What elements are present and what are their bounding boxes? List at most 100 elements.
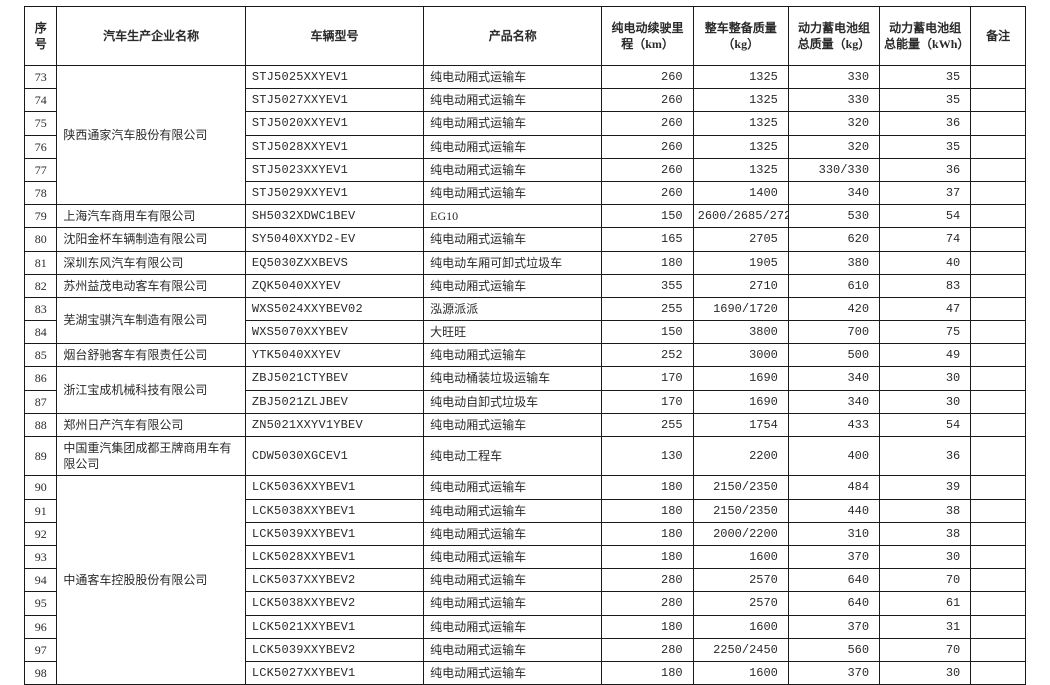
cell-battery-energy: 54 [880, 205, 971, 228]
cell-note [971, 251, 1026, 274]
cell-product: 纯电动厢式运输车 [424, 89, 602, 112]
cell-range: 252 [602, 344, 693, 367]
cell-battery-mass: 330 [788, 66, 879, 89]
cell-model: LCK5028XXYBEV1 [245, 545, 423, 568]
cell-battery-mass: 340 [788, 390, 879, 413]
cell-mass: 1905 [693, 251, 788, 274]
cell-note [971, 205, 1026, 228]
cell-note [971, 413, 1026, 436]
cell-range: 280 [602, 638, 693, 661]
cell-mass: 2150/2350 [693, 476, 788, 499]
cell-battery-mass: 560 [788, 638, 879, 661]
cell-mass: 2710 [693, 274, 788, 297]
cell-idx: 92 [25, 522, 57, 545]
cell-mass: 1754 [693, 413, 788, 436]
cell-idx: 84 [25, 321, 57, 344]
cell-range: 130 [602, 437, 693, 476]
cell-battery-mass: 440 [788, 499, 879, 522]
cell-mass: 2000/2200 [693, 522, 788, 545]
cell-note [971, 135, 1026, 158]
cell-battery-mass: 370 [788, 661, 879, 684]
cell-battery-mass: 500 [788, 344, 879, 367]
cell-manufacturer: 深圳东风汽车有限公司 [57, 251, 245, 274]
table-row: 85烟台舒驰客车有限责任公司YTK5040XXYEV纯电动厢式运输车252300… [25, 344, 1026, 367]
cell-idx: 82 [25, 274, 57, 297]
cell-mass: 2570 [693, 569, 788, 592]
cell-battery-mass: 484 [788, 476, 879, 499]
table-row: 86浙江宝成机械科技有限公司ZBJ5021CTYBEV纯电动桶装垃圾运输车170… [25, 367, 1026, 390]
cell-battery-energy: 70 [880, 638, 971, 661]
cell-range: 180 [602, 615, 693, 638]
col-idx: 序号 [25, 7, 57, 66]
cell-manufacturer: 烟台舒驰客车有限责任公司 [57, 344, 245, 367]
cell-model: LCK5038XXYBEV1 [245, 499, 423, 522]
cell-battery-mass: 420 [788, 297, 879, 320]
cell-battery-mass: 610 [788, 274, 879, 297]
cell-range: 260 [602, 181, 693, 204]
col-bmass: 动力蓄电池组总质量（kg） [788, 7, 879, 66]
cell-idx: 97 [25, 638, 57, 661]
cell-range: 355 [602, 274, 693, 297]
cell-product: 大旺旺 [424, 321, 602, 344]
cell-battery-energy: 39 [880, 476, 971, 499]
cell-battery-energy: 31 [880, 615, 971, 638]
cell-mass: 2570 [693, 592, 788, 615]
cell-idx: 88 [25, 413, 57, 436]
cell-note [971, 437, 1026, 476]
cell-range: 180 [602, 661, 693, 684]
cell-battery-mass: 320 [788, 135, 879, 158]
cell-model: ZN5021XXYV1YBEV [245, 413, 423, 436]
col-mfr: 汽车生产企业名称 [57, 7, 245, 66]
cell-product: 纯电动桶装垃圾运输车 [424, 367, 602, 390]
cell-range: 180 [602, 251, 693, 274]
cell-product: 纯电动厢式运输车 [424, 274, 602, 297]
cell-battery-energy: 30 [880, 661, 971, 684]
cell-model: LCK5021XXYBEV1 [245, 615, 423, 638]
cell-model: LCK5039XXYBEV2 [245, 638, 423, 661]
cell-note [971, 522, 1026, 545]
cell-range: 280 [602, 569, 693, 592]
cell-mass: 2200 [693, 437, 788, 476]
cell-mass: 1600 [693, 545, 788, 568]
cell-note [971, 89, 1026, 112]
cell-product: 纯电动厢式运输车 [424, 181, 602, 204]
col-note: 备注 [971, 7, 1026, 66]
cell-battery-energy: 75 [880, 321, 971, 344]
cell-product: 纯电动工程车 [424, 437, 602, 476]
cell-note [971, 66, 1026, 89]
cell-manufacturer: 上海汽车商用车有限公司 [57, 205, 245, 228]
cell-battery-energy: 35 [880, 66, 971, 89]
cell-range: 150 [602, 321, 693, 344]
cell-model: SH5032XDWC1BEV [245, 205, 423, 228]
cell-note [971, 158, 1026, 181]
table-row: 88郑州日产汽车有限公司ZN5021XXYV1YBEV纯电动厢式运输车25517… [25, 413, 1026, 436]
cell-range: 280 [602, 592, 693, 615]
cell-range: 260 [602, 66, 693, 89]
cell-battery-energy: 40 [880, 251, 971, 274]
cell-battery-energy: 36 [880, 158, 971, 181]
cell-range: 180 [602, 522, 693, 545]
cell-range: 260 [602, 112, 693, 135]
cell-mass: 2150/2350 [693, 499, 788, 522]
cell-note [971, 181, 1026, 204]
cell-product: 纯电动厢式运输车 [424, 545, 602, 568]
cell-mass: 1690/1720 [693, 297, 788, 320]
cell-manufacturer: 中通客车控股股份有限公司 [57, 476, 245, 685]
cell-product: 纯电动厢式运输车 [424, 522, 602, 545]
cell-note [971, 569, 1026, 592]
cell-product: 纯电动车厢可卸式垃圾车 [424, 251, 602, 274]
cell-battery-mass: 330 [788, 89, 879, 112]
cell-model: WXS5070XXYBEV [245, 321, 423, 344]
cell-model: LCK5038XXYBEV2 [245, 592, 423, 615]
cell-idx: 87 [25, 390, 57, 413]
cell-range: 260 [602, 158, 693, 181]
cell-note [971, 638, 1026, 661]
cell-product: 纯电动厢式运输车 [424, 569, 602, 592]
cell-model: SY5040XXYD2-EV [245, 228, 423, 251]
col-prod: 产品名称 [424, 7, 602, 66]
cell-mass: 2705 [693, 228, 788, 251]
cell-idx: 78 [25, 181, 57, 204]
cell-product: 纯电动厢式运输车 [424, 615, 602, 638]
cell-model: ZBJ5021CTYBEV [245, 367, 423, 390]
cell-model: STJ5027XXYEV1 [245, 89, 423, 112]
